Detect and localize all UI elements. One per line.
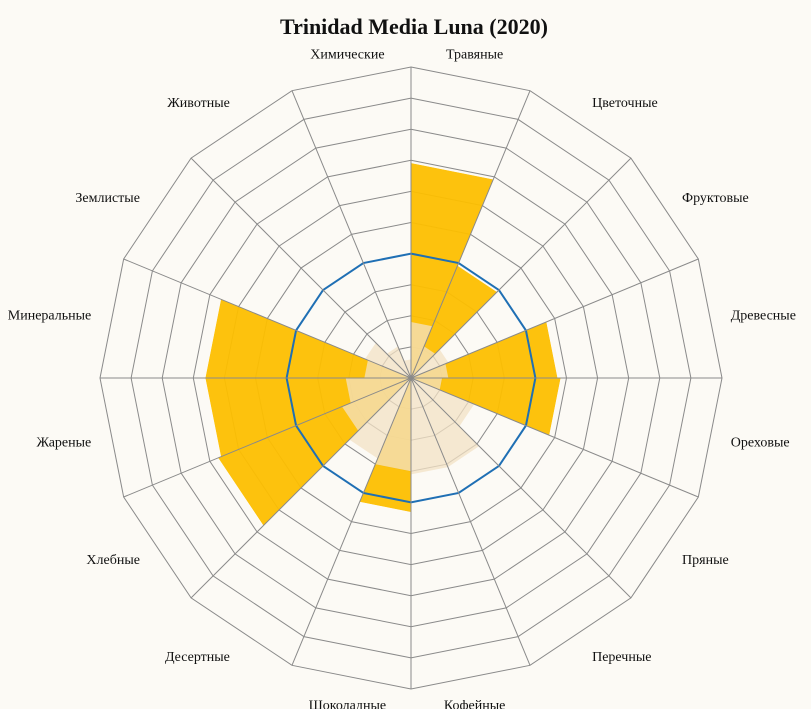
spoke-8 <box>410 377 531 666</box>
profile-segment-7 <box>411 378 480 468</box>
spoke-4 <box>410 258 699 379</box>
category-label: Животные <box>167 96 230 111</box>
profile-segment-10 <box>349 378 411 459</box>
profile-segment-14 <box>365 342 411 378</box>
category-label: Перечные <box>592 650 651 665</box>
category-label: Землистые <box>75 191 140 206</box>
profile-segment-15 <box>386 346 411 378</box>
category-label: Десертные <box>165 650 230 665</box>
profile-segment-9 <box>375 378 411 472</box>
category-label: Химические <box>310 47 384 62</box>
category-label: Хлебные <box>86 553 140 568</box>
profile-area <box>342 322 480 475</box>
category-label: Жареные <box>37 436 92 451</box>
spokes <box>100 67 722 689</box>
chart-title: Trinidad Media Luna (2020) <box>280 14 548 39</box>
category-labels: Травяные Цветочные Фруктовые Древесные Орехо… <box>8 47 796 709</box>
profile-segment-8 <box>411 378 448 475</box>
profile-segment-11 <box>342 378 411 431</box>
category-label: Минеральные <box>8 308 91 323</box>
spoke-15 <box>190 157 412 379</box>
bars <box>205 163 561 526</box>
spoke-11 <box>190 377 412 599</box>
spoke-14 <box>123 258 412 379</box>
category-label: Кофейные <box>444 699 506 709</box>
category-label: Шоколадные <box>309 699 386 709</box>
category-label: Фруктовые <box>682 191 749 206</box>
category-label: Пряные <box>682 553 729 568</box>
profile-segment-2 <box>411 346 436 378</box>
category-label: Цветочные <box>592 96 658 111</box>
spoke-12 <box>123 377 412 498</box>
category-label: Травяные <box>446 47 503 62</box>
spoke-7 <box>410 377 632 599</box>
spoke-3 <box>410 157 632 379</box>
spoke-16 <box>291 90 412 379</box>
profile-segment-3 <box>411 349 449 378</box>
spoke-2 <box>410 90 531 379</box>
category-label: Ореховые <box>731 436 790 451</box>
category-label: Древесные <box>731 308 796 323</box>
spoke-6 <box>410 377 699 498</box>
spoke-10 <box>291 377 412 666</box>
profile-segment-6 <box>411 378 475 427</box>
